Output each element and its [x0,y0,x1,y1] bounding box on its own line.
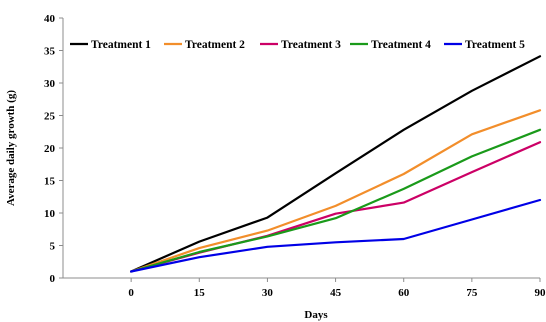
x-tick-label: 60 [398,287,410,299]
y-tick-label: 15 [44,176,56,188]
legend-label-treatment-1: Treatment 1 [91,39,151,51]
y-tick-label: 20 [44,143,56,155]
series-lines [130,55,542,273]
series-line-treatment-2 [130,109,542,273]
series-line-treatment-5 [130,198,542,273]
x-tick-label: 45 [330,287,342,299]
legend-label-treatment-4: Treatment 4 [371,39,431,51]
series-line-treatment-4 [130,128,542,273]
legend-label-treatment-5: Treatment 5 [465,39,525,51]
y-axis-title: Average daily growth (g) [5,90,17,206]
y-tick-label: 25 [44,111,56,123]
y-tick-label: 0 [50,273,56,285]
x-tick-label: 0 [128,287,134,299]
x-axis-title: Days [304,309,328,321]
y-tick-label: 30 [44,78,56,90]
y-axis-ticks: 0 5 10 15 20 25 30 35 40 [44,13,63,285]
y-tick-label: 35 [44,46,56,58]
legend-label-treatment-2: Treatment 2 [185,39,245,51]
legend: Treatment 1 Treatment 2 Treatment 3 Treatme… [70,39,525,51]
x-tick-label: 30 [262,287,274,299]
series-line-treatment-1 [130,55,542,273]
x-axis-ticks: 0 15 30 45 60 75 90 [128,278,546,299]
x-tick-label: 75 [466,287,478,299]
y-tick-label: 40 [44,13,56,25]
legend-label-treatment-3: Treatment 3 [281,39,341,51]
x-tick-label: 90 [535,287,546,299]
y-tick-label: 10 [44,208,56,220]
axes [62,18,540,279]
x-tick-label: 15 [194,287,206,299]
y-tick-label: 5 [50,241,56,253]
